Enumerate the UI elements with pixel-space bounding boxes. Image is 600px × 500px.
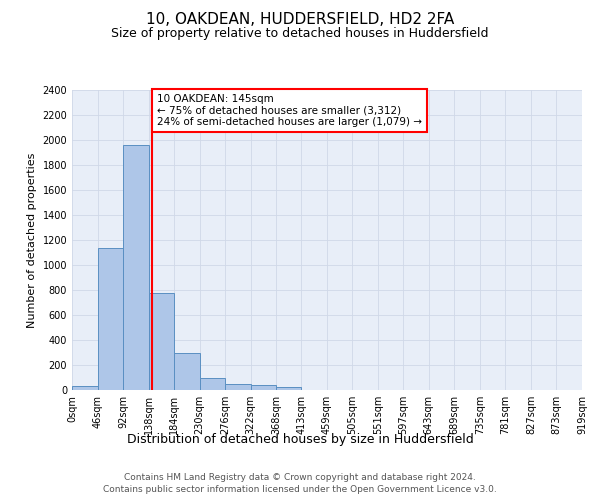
- Text: 10 OAKDEAN: 145sqm
← 75% of detached houses are smaller (3,312)
24% of semi-deta: 10 OAKDEAN: 145sqm ← 75% of detached hou…: [157, 94, 422, 127]
- Text: Contains HM Land Registry data © Crown copyright and database right 2024.: Contains HM Land Registry data © Crown c…: [124, 472, 476, 482]
- Bar: [72, 386, 98, 390]
- Y-axis label: Number of detached properties: Number of detached properties: [27, 152, 37, 328]
- Text: Size of property relative to detached houses in Huddersfield: Size of property relative to detached ho…: [111, 28, 489, 40]
- Bar: [276, 387, 301, 390]
- Bar: [123, 145, 149, 390]
- Bar: [225, 384, 251, 390]
- Bar: [174, 352, 200, 390]
- Text: Contains public sector information licensed under the Open Government Licence v3: Contains public sector information licen…: [103, 485, 497, 494]
- Bar: [200, 378, 225, 390]
- Bar: [149, 292, 174, 390]
- Text: 10, OAKDEAN, HUDDERSFIELD, HD2 2FA: 10, OAKDEAN, HUDDERSFIELD, HD2 2FA: [146, 12, 454, 28]
- Bar: [98, 248, 123, 390]
- Bar: [251, 385, 276, 390]
- Text: Distribution of detached houses by size in Huddersfield: Distribution of detached houses by size …: [127, 432, 473, 446]
